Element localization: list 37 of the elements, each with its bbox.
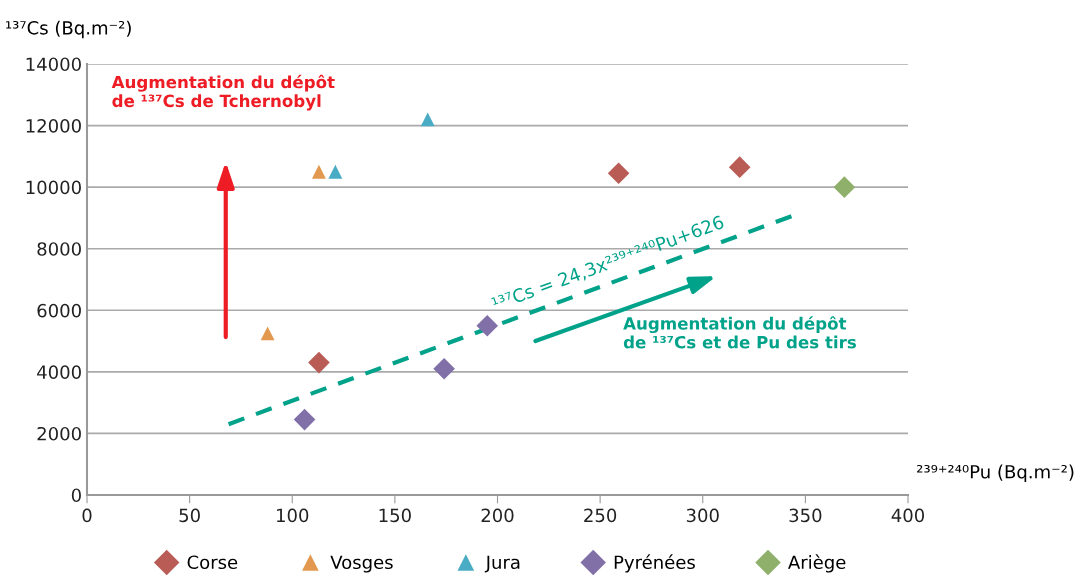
- legend-label: Ariège: [788, 554, 846, 573]
- y-tick-label: 8000: [37, 242, 81, 256]
- x-tick-label: 50: [179, 508, 200, 523]
- x-tick-label: 100: [277, 508, 309, 523]
- legend-label: Jura: [484, 555, 520, 573]
- point: [328, 164, 343, 179]
- legend-label: Vosges: [330, 555, 393, 573]
- y-tick-label: 10000: [26, 180, 81, 195]
- legend-label: Corse: [187, 555, 238, 570]
- x-tick-label: 300: [686, 508, 719, 523]
- legend-label: Pyrénées: [614, 554, 695, 573]
- y-tick-label: 6000: [37, 303, 81, 318]
- x-tick-label: 250: [584, 508, 617, 523]
- point: [728, 156, 751, 178]
- y-tick-label: 2000: [37, 426, 81, 441]
- x-tick-label: 350: [789, 508, 822, 523]
- point: [476, 314, 499, 337]
- point: [420, 112, 435, 127]
- point: [293, 408, 316, 431]
- x-tick-label: 400: [891, 508, 925, 523]
- y-tick-label: 4000: [37, 365, 81, 379]
- point: [308, 351, 330, 374]
- y-tick-label: 0: [71, 488, 81, 503]
- annotation: Augmentation du dépôt de ¹³⁷Cs et de Pu des tirs: [623, 316, 856, 349]
- point: [433, 357, 455, 380]
- x-tick-label: 150: [379, 508, 411, 523]
- point: [260, 326, 275, 341]
- y-tick-label: 14000: [26, 57, 81, 72]
- y-tick-label: 12000: [26, 119, 81, 133]
- x-tick-label: 0: [82, 508, 92, 523]
- point: [311, 164, 326, 179]
- x-tick-label: 200: [481, 508, 514, 523]
- x-axis-title: ²³⁹⁺²⁴⁰Pu (Bq.m⁻²): [917, 464, 1074, 483]
- point: [833, 176, 856, 198]
- y-axis-title: ¹³⁷Cs (Bq.m⁻²): [6, 20, 131, 39]
- annotation: Augmentation du dépôt de ¹³⁷Cs de Tchernobyl: [111, 74, 335, 111]
- point: [607, 162, 630, 185]
